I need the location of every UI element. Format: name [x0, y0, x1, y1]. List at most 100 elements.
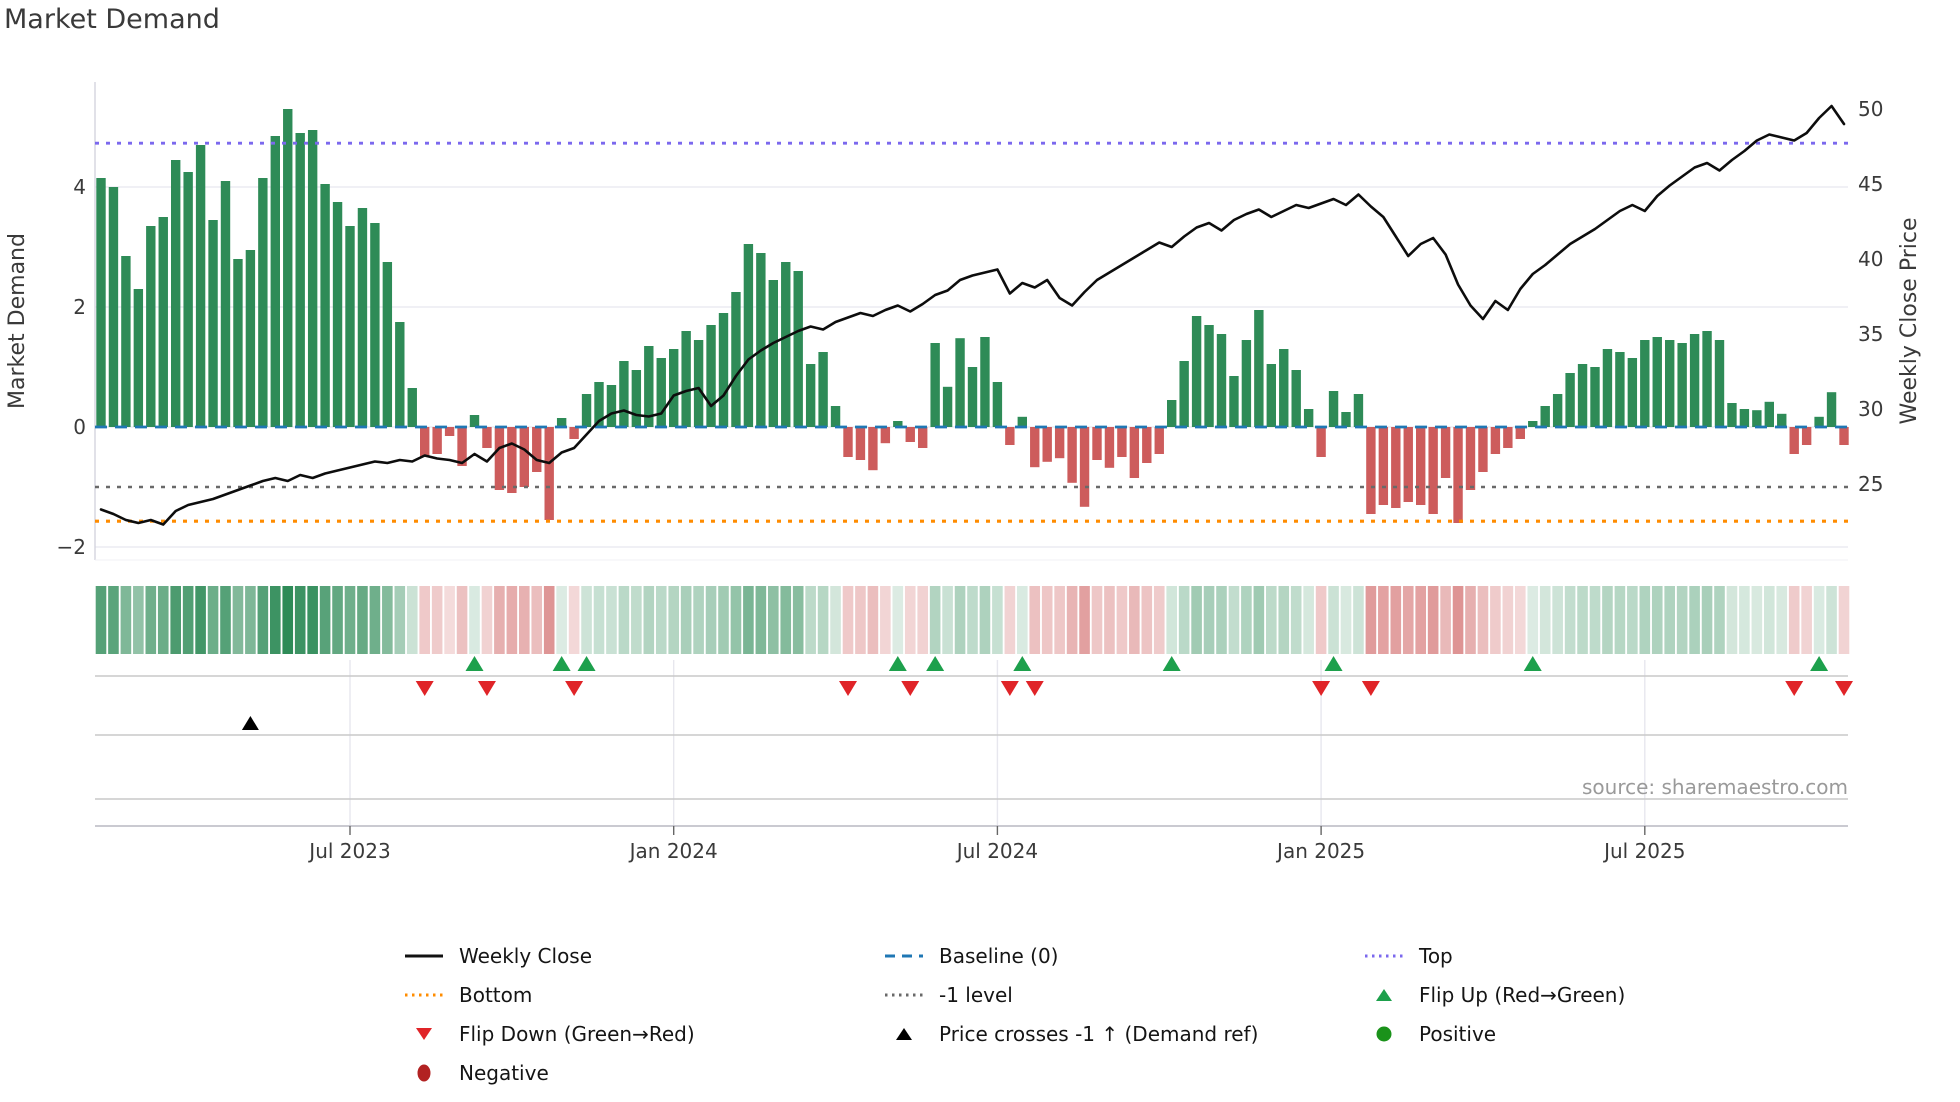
heatmap-cell: [1004, 586, 1016, 654]
heatmap-cell: [1490, 586, 1501, 654]
demand-bar: [1453, 427, 1463, 523]
demand-bar: [1590, 367, 1600, 427]
heatmap-cell: [207, 586, 219, 654]
legend-item: Positive: [1355, 1014, 1625, 1053]
demand-bar: [320, 184, 330, 427]
heatmap-cell: [768, 586, 779, 654]
demand-bar: [1714, 340, 1725, 427]
demand-bar: [1615, 352, 1625, 427]
demand-bars: [96, 109, 1849, 523]
heatmap-cell: [1527, 586, 1539, 654]
flip-down-marker: [477, 681, 496, 696]
demand-bar: [457, 427, 467, 466]
demand-bar: [644, 346, 654, 427]
heatmap-cell: [444, 586, 455, 654]
demand-bar: [606, 385, 617, 427]
demand-bar: [1079, 427, 1090, 507]
heatmap-cell: [1589, 586, 1601, 654]
demand-bar: [171, 160, 181, 427]
heatmap-cell: [1141, 586, 1153, 654]
demand-bar: [1167, 400, 1177, 427]
demand-bar: [1602, 349, 1613, 427]
demand-bar: [158, 217, 168, 427]
demand-bar: [955, 338, 965, 427]
demand-bar: [905, 427, 915, 442]
circle-icon: [1355, 1025, 1413, 1043]
heatmap-cell: [1726, 586, 1738, 654]
demand-bar: [519, 427, 529, 487]
heatmap-cell: [382, 586, 393, 654]
heatmap-cell: [904, 586, 916, 654]
triangle-up-icon: [1355, 987, 1413, 1003]
demand-bar: [1204, 325, 1214, 427]
heatmap-cell: [880, 586, 891, 654]
flip-up-marker: [465, 656, 484, 671]
flip-up-marker: [577, 656, 596, 671]
legend-item-label: Top: [1419, 943, 1453, 968]
demand-bar: [718, 313, 729, 427]
legend-item-label: Bottom: [459, 982, 533, 1007]
legend-item: Negative: [395, 1053, 695, 1092]
demand-bar: [307, 130, 318, 427]
demand-bar: [656, 358, 666, 427]
demand-bar: [731, 292, 741, 427]
heatmap-cell: [157, 586, 169, 654]
heatmap-cell: [519, 586, 530, 654]
heatmap-cell: [456, 586, 468, 654]
heatmap-cell: [743, 586, 754, 654]
demand-bar: [482, 427, 492, 448]
demand-bar: [407, 388, 417, 427]
heatmap-cell: [1378, 586, 1389, 654]
legend-item-label: Flip Down (Green→Red): [459, 1021, 695, 1046]
heatmap-cell: [481, 586, 493, 654]
demand-bar: [1503, 427, 1513, 448]
weekly-close-line: [99, 104, 1846, 526]
demand-bar: [693, 340, 704, 427]
heatmap-cell: [1552, 586, 1563, 654]
triangle-down-icon: [395, 1026, 453, 1042]
heatmap-cell: [1340, 586, 1352, 654]
legend-item: Bottom: [395, 975, 695, 1014]
demand-bar: [1017, 416, 1027, 427]
heatmap-cell: [1764, 586, 1775, 654]
demand-bar: [669, 349, 679, 427]
heatmap-cell: [1054, 586, 1065, 654]
heatmap-cell: [1838, 586, 1850, 654]
heatmap-cell: [1228, 586, 1240, 654]
demand-bar: [868, 427, 878, 471]
heatmap-cell: [1303, 586, 1314, 654]
demand-bar: [556, 418, 567, 427]
demand-bar: [1378, 427, 1389, 505]
demand-bar: [1552, 394, 1563, 427]
heatmap-cell: [992, 586, 1003, 654]
flip-down-marker: [1361, 681, 1380, 696]
heatmap-cell: [1266, 586, 1277, 654]
chart-legend: Weekly Close Bottom Flip Down (Green→Red) N…: [0, 936, 1960, 1096]
heatmap-cell: [270, 586, 281, 654]
demand-bar: [967, 367, 978, 427]
heatmap-cell: [655, 586, 667, 654]
heatmap-cell: [357, 586, 368, 654]
demand-bar: [544, 427, 554, 520]
demand-bar: [1540, 406, 1550, 427]
x-tick-label: Jul 2025: [1602, 839, 1685, 863]
flip-up-marker: [1324, 656, 1343, 671]
heatmap-cell: [1515, 586, 1526, 654]
heatmap-cell: [145, 586, 157, 654]
demand-bar: [1839, 427, 1849, 445]
heatmap-cell: [917, 586, 928, 654]
heatmap-cell: [1539, 586, 1551, 654]
heatmap-cell: [195, 586, 206, 654]
heatmap-cell: [643, 586, 655, 654]
demand-bar: [1391, 427, 1401, 508]
demand-bar: [1191, 316, 1202, 427]
dotted-line-icon: [1355, 948, 1413, 964]
demand-bar: [1104, 427, 1115, 468]
demand-bar: [146, 226, 156, 427]
triangle-up-icon: [875, 1026, 933, 1042]
demand-bar: [830, 406, 841, 427]
heatmap-cell: [593, 586, 605, 654]
demand-bar: [183, 172, 193, 427]
demand-bar: [432, 427, 442, 454]
demand-bar: [332, 202, 343, 427]
